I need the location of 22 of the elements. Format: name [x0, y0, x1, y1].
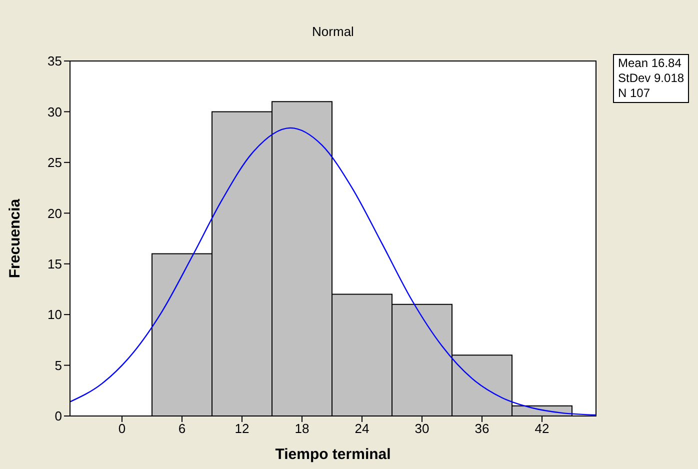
- x-tick-label: 6: [178, 421, 186, 436]
- x-tick-label: 12: [234, 421, 250, 436]
- y-tick-label: 15: [48, 256, 62, 272]
- x-tick-label: 36: [474, 421, 490, 436]
- x-tick-label: 0: [118, 421, 126, 436]
- y-tick-label: 25: [48, 155, 62, 170]
- x-tick-label: 42: [534, 421, 550, 436]
- y-tick-label: 0: [54, 408, 62, 424]
- x-axis-title: Tiempo terminal: [275, 446, 391, 463]
- y-tick-label: 35: [48, 54, 62, 69]
- chart-title: Normal: [311, 24, 355, 39]
- y-axis-title: Frecuencia: [6, 198, 24, 278]
- text: N 107: [618, 86, 652, 101]
- text: Mean 16.84: [618, 56, 682, 71]
- x-tick-label: 18: [294, 421, 310, 436]
- y-tick-label: 30: [48, 104, 62, 120]
- x-tick-label: 24: [354, 421, 370, 436]
- y-tick-label: 5: [54, 358, 62, 373]
- x-tick-label: 30: [414, 421, 430, 436]
- y-tick-label: 10: [48, 307, 62, 322]
- text: StDev 9.018: [618, 71, 684, 86]
- y-tick-label: 20: [48, 206, 62, 221]
